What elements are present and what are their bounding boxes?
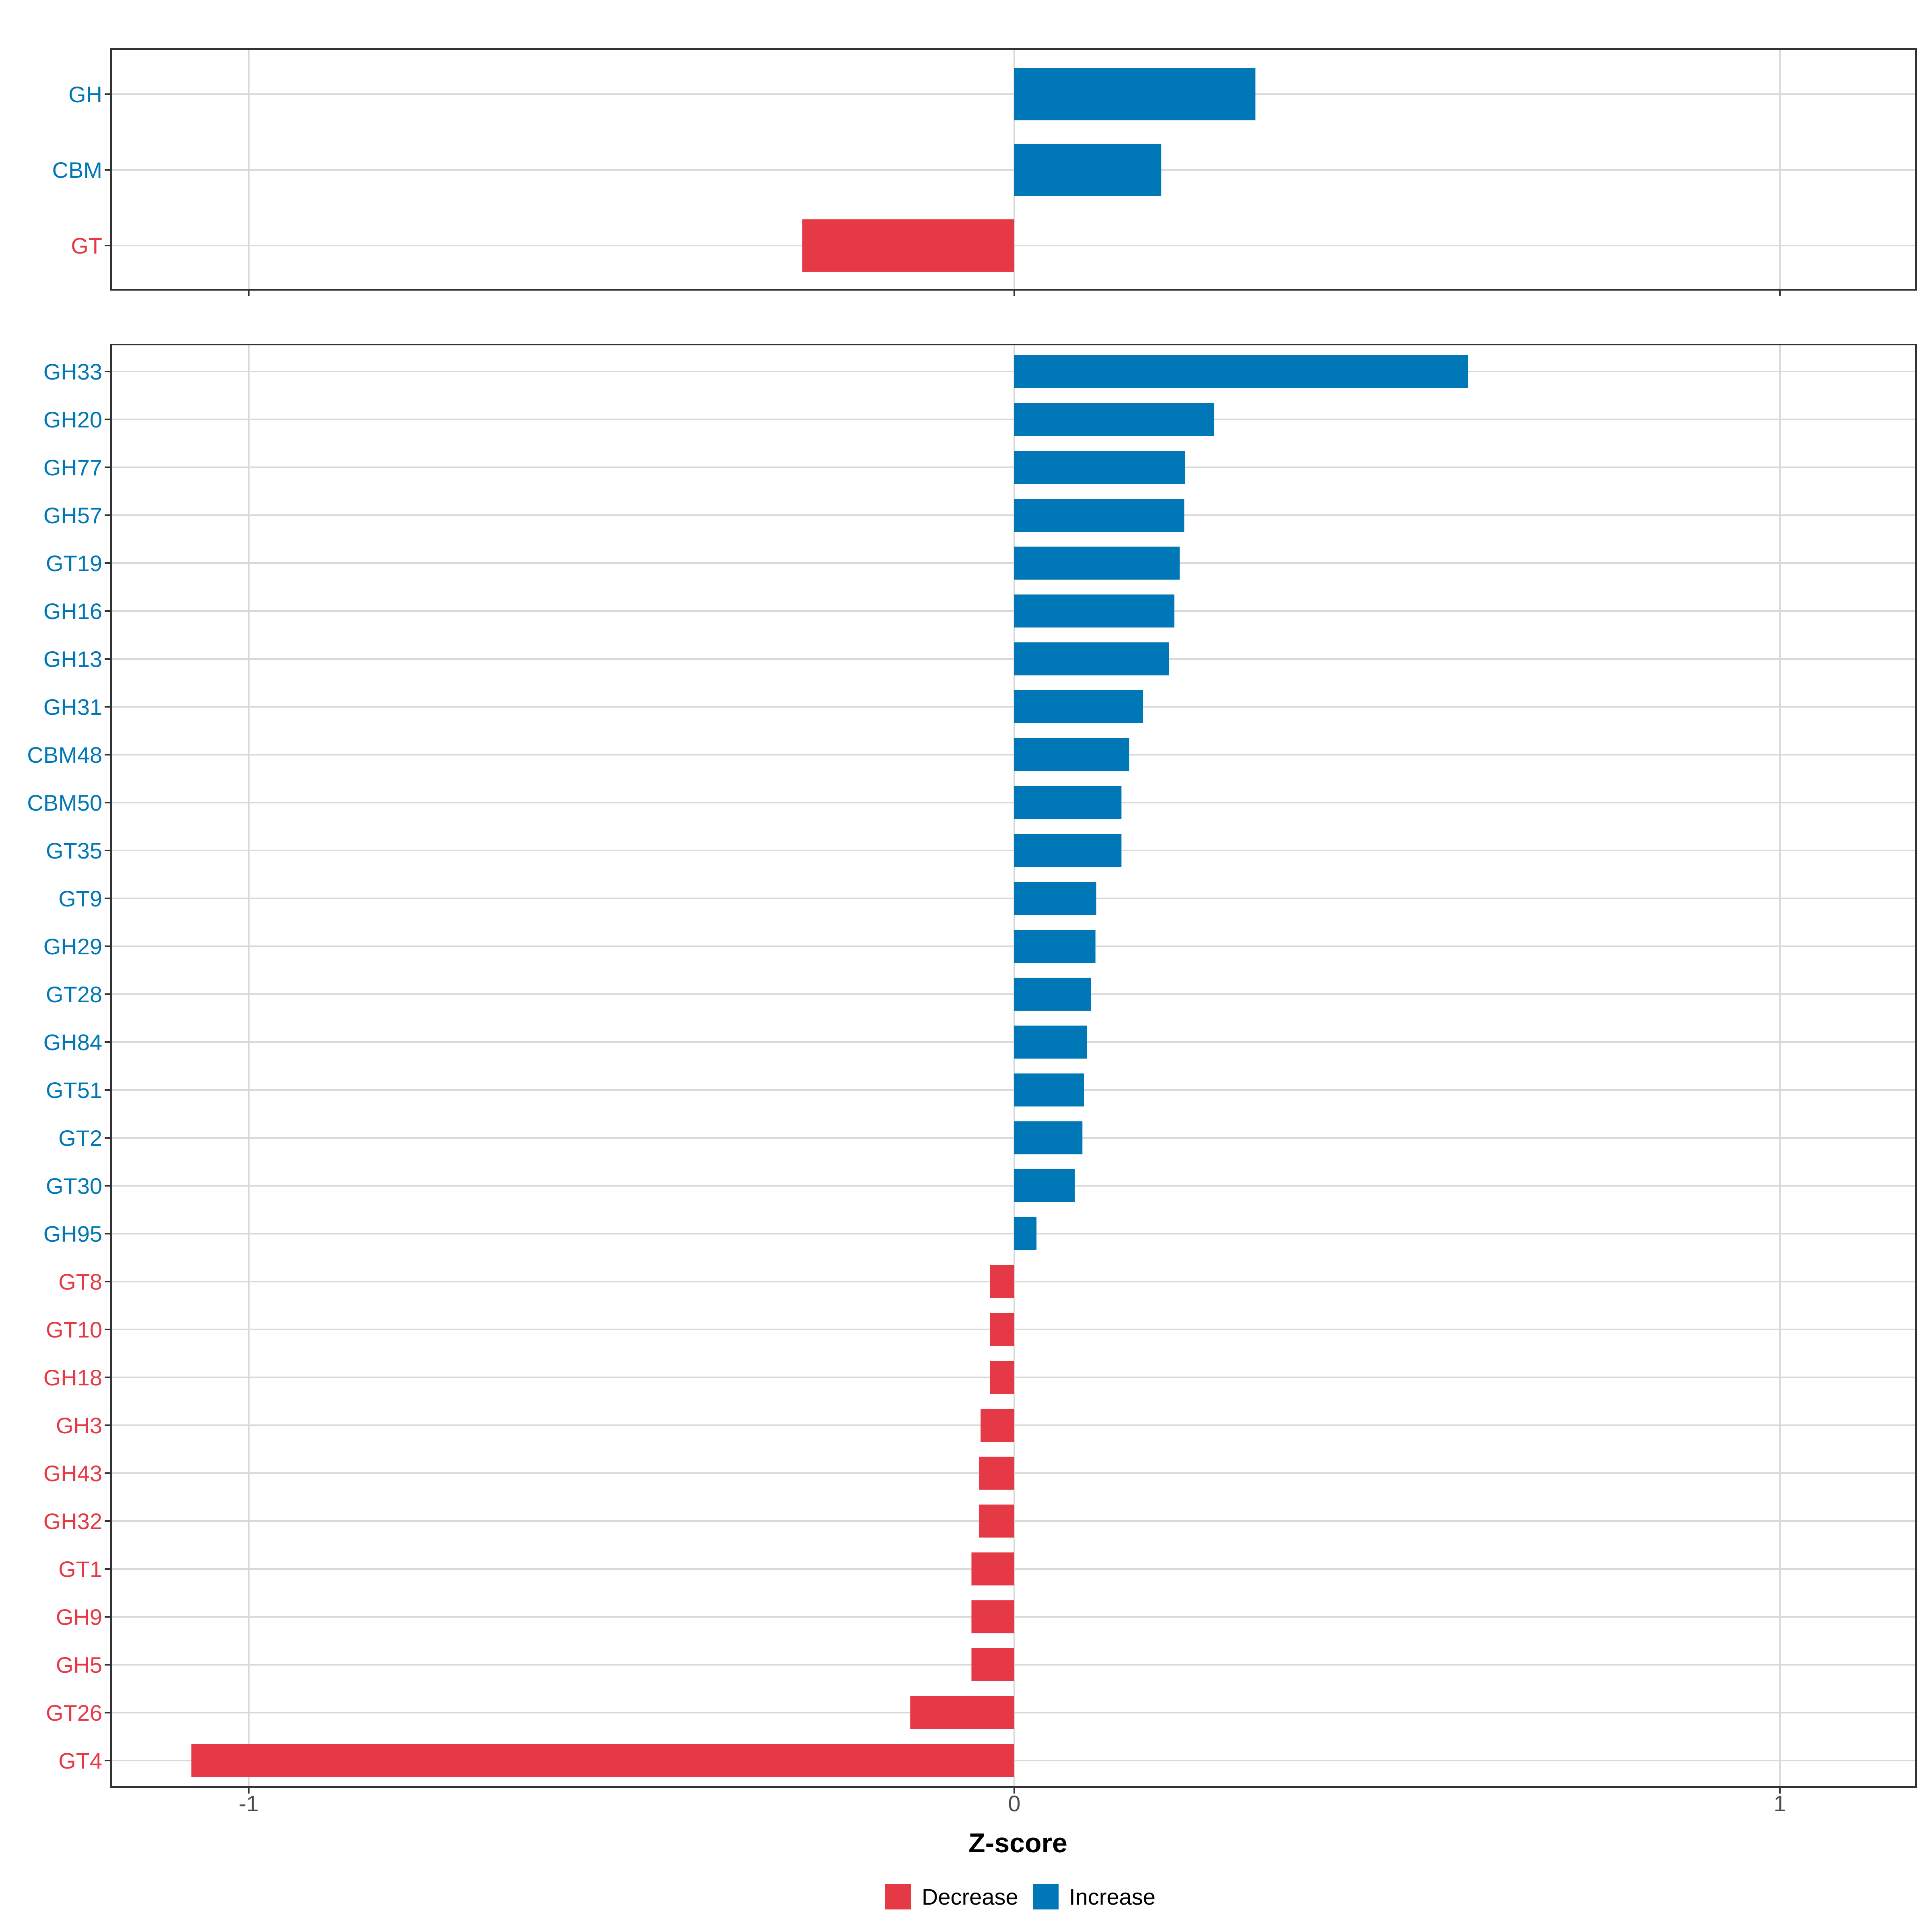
bar-gt26 bbox=[910, 1696, 1014, 1729]
top-panel: GH CBM GT bbox=[52, 48, 1917, 296]
category-label-gt26: GT26 bbox=[46, 1700, 102, 1726]
category-label-gt4: GT4 bbox=[58, 1748, 102, 1773]
legend-label-decrease: Decrease bbox=[922, 1884, 1018, 1909]
bar-gt10 bbox=[990, 1313, 1014, 1346]
category-label-gt9: GT9 bbox=[58, 886, 102, 911]
bar-gh33 bbox=[1014, 355, 1468, 388]
bar-gh32 bbox=[979, 1505, 1014, 1538]
x-tick-label: 1 bbox=[1773, 1791, 1786, 1816]
category-label-gh33: GH33 bbox=[43, 359, 102, 384]
bar-gt19 bbox=[1014, 547, 1180, 580]
category-label-gh32: GH32 bbox=[43, 1509, 102, 1534]
bar-gh77 bbox=[1014, 451, 1185, 484]
bar-gt2 bbox=[1014, 1121, 1083, 1154]
category-label-gt51: GT51 bbox=[46, 1077, 102, 1103]
category-label-gh5: GH5 bbox=[56, 1652, 102, 1678]
category-label-gt10: GT10 bbox=[46, 1317, 102, 1342]
category-label-gh43: GH43 bbox=[43, 1461, 102, 1486]
x-tick-label: 0 bbox=[1008, 1791, 1020, 1816]
bar-cbm50 bbox=[1014, 786, 1122, 819]
bar-gh bbox=[1014, 68, 1256, 120]
category-label-gh20: GH20 bbox=[43, 407, 102, 432]
category-label-gh95: GH95 bbox=[43, 1221, 102, 1247]
bar-gh84 bbox=[1014, 1026, 1087, 1059]
bar-gt9 bbox=[1014, 882, 1096, 915]
bar-gh43 bbox=[979, 1457, 1014, 1490]
category-label-gh3: GH3 bbox=[56, 1413, 102, 1438]
category-label-gh18: GH18 bbox=[43, 1365, 102, 1390]
category-label-gt8: GT8 bbox=[58, 1269, 102, 1294]
bottom-panel: GH33 GH20 GH77 GH57 GT19 GH16 GH13 GH31 CBM48 CBM… bbox=[27, 344, 1917, 1794]
category-label-gt35: GT35 bbox=[46, 838, 102, 863]
category-label-gh57: GH57 bbox=[43, 503, 102, 528]
bar-gt4 bbox=[191, 1744, 1015, 1777]
bar-gh3 bbox=[980, 1409, 1014, 1442]
x-axis: -1 0 1 bbox=[239, 1791, 1786, 1816]
legend-swatch-decrease bbox=[885, 1884, 911, 1909]
category-label-cbm50: CBM50 bbox=[27, 790, 102, 815]
category-label-gh16: GH16 bbox=[43, 599, 102, 624]
bar-gh13 bbox=[1014, 642, 1169, 675]
bar-cbm48 bbox=[1014, 738, 1129, 771]
x-axis-title: Z-score bbox=[968, 1828, 1067, 1858]
x-tick-label: -1 bbox=[239, 1791, 259, 1816]
category-label-gh29: GH29 bbox=[43, 934, 102, 959]
bar-gh29 bbox=[1014, 930, 1096, 963]
category-label-gt19: GT19 bbox=[46, 551, 102, 576]
legend-swatch-increase bbox=[1033, 1884, 1059, 1909]
bar-gh57 bbox=[1014, 499, 1185, 532]
bar-gt28 bbox=[1014, 978, 1091, 1011]
bar-gt8 bbox=[990, 1265, 1014, 1298]
bar-gh5 bbox=[971, 1648, 1014, 1681]
category-label-gt2: GT2 bbox=[58, 1125, 102, 1151]
category-label-gh31: GH31 bbox=[43, 694, 102, 720]
category-label-gh84: GH84 bbox=[43, 1030, 102, 1055]
category-label-cbm: CBM bbox=[52, 157, 102, 183]
category-label-gh13: GH13 bbox=[43, 646, 102, 672]
bar-gt bbox=[802, 219, 1014, 272]
category-label-gt30: GT30 bbox=[46, 1173, 102, 1199]
bar-cbm bbox=[1014, 144, 1162, 196]
legend: Decrease Increase bbox=[885, 1884, 1156, 1909]
category-label-gt1: GT1 bbox=[58, 1556, 102, 1582]
category-label-gh9: GH9 bbox=[56, 1604, 102, 1630]
bar-gh9 bbox=[971, 1600, 1014, 1633]
bar-gt1 bbox=[971, 1552, 1014, 1585]
bar-gh18 bbox=[990, 1361, 1014, 1394]
category-label-cbm48: CBM48 bbox=[27, 742, 102, 768]
bar-gh16 bbox=[1014, 594, 1174, 627]
bar-gt30 bbox=[1014, 1169, 1075, 1202]
legend-label-increase: Increase bbox=[1069, 1884, 1156, 1909]
category-label-gh77: GH77 bbox=[43, 455, 102, 480]
bar-gt51 bbox=[1014, 1073, 1084, 1106]
category-label-gh: GH bbox=[68, 82, 102, 107]
bar-gh31 bbox=[1014, 690, 1143, 723]
bar-gh20 bbox=[1014, 403, 1214, 436]
bar-gt35 bbox=[1014, 834, 1122, 867]
category-label-gt28: GT28 bbox=[46, 982, 102, 1007]
bar-gh95 bbox=[1014, 1217, 1037, 1250]
category-label-gt: GT bbox=[71, 233, 102, 258]
